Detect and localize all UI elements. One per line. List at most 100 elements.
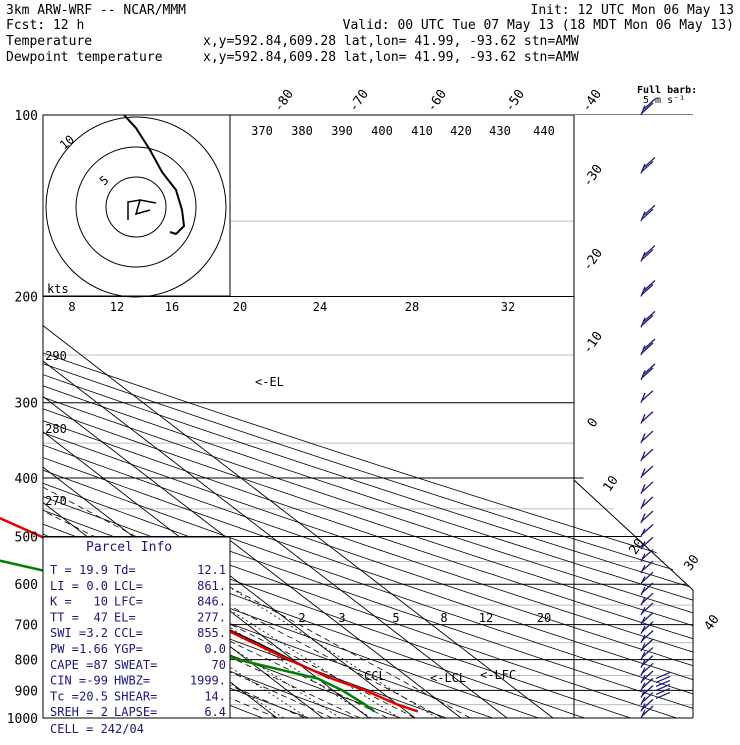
dry-adiabat <box>43 385 693 601</box>
parcel-info-box <box>42 536 231 719</box>
hodograph-axis-label: kts <box>47 282 69 296</box>
pressure-label: 400 <box>15 472 38 487</box>
barb-staff <box>640 468 646 479</box>
wind-barb <box>640 363 656 381</box>
parcel-value: 846. <box>197 595 226 609</box>
barb-flag <box>641 430 654 442</box>
isotherm-label: 10 <box>600 473 621 494</box>
wind-barb <box>640 647 654 660</box>
wind-barb <box>640 685 654 698</box>
parcel-info-title: Parcel Info <box>86 540 172 555</box>
barb-staff <box>640 528 646 537</box>
mixing-ratio-label: 2 <box>298 611 305 625</box>
pressure-label: 500 <box>15 530 38 545</box>
cell-motion: CELL = 242/04 <box>50 722 144 736</box>
parcel-value: 70 <box>212 658 226 672</box>
wind-barb <box>640 98 656 116</box>
diagram-mask <box>574 115 740 718</box>
barb-staff <box>640 163 646 174</box>
theta-e-label: 430 <box>489 124 511 138</box>
level-annotation: CCL <box>364 669 386 683</box>
barb-flag <box>641 102 654 114</box>
parcel-value: 14. <box>204 689 226 703</box>
parcel-value: 0.0 <box>86 579 108 593</box>
barb-flag <box>643 204 656 216</box>
parcel-key: CAPE = <box>50 658 93 672</box>
wind-barb <box>640 496 654 510</box>
parcel-key: Tc = <box>50 689 79 703</box>
parcel-key: K = <box>50 595 72 609</box>
parcel-value: 277. <box>197 610 226 624</box>
level-annotation: <-LFC <box>480 668 516 682</box>
barb-staff <box>640 616 646 625</box>
dry-adiabat <box>43 469 693 695</box>
parcel-value: 6.4 <box>204 705 226 719</box>
parcel-key: LCL= <box>114 579 143 593</box>
barb-flag <box>643 310 656 322</box>
wind-barb <box>640 523 654 537</box>
parcel-value: 20.5 <box>79 689 108 703</box>
wind-barb <box>655 671 671 679</box>
barb-flag <box>641 160 654 172</box>
mixing-ratio-label: 20 <box>537 611 551 625</box>
wind-barb <box>640 655 654 668</box>
barb-staff <box>640 674 646 684</box>
parcel-key: Td= <box>114 563 136 577</box>
isotherm-label: 20 <box>626 536 647 557</box>
mixing-ratio-label: 8 <box>440 611 447 625</box>
diagram-frame <box>42 114 575 719</box>
barb-flag <box>641 411 654 423</box>
dry-adiabat <box>43 567 447 718</box>
barb-flag <box>641 548 654 560</box>
diagram-grid <box>42 114 740 719</box>
barb-staff <box>640 370 646 381</box>
barb-flag <box>641 685 654 697</box>
isotherm-label: -60 <box>424 87 450 115</box>
wind-barb <box>640 582 654 596</box>
dry-adiabat <box>43 374 693 589</box>
barb-flag <box>641 670 654 682</box>
barb-staff <box>640 345 646 356</box>
theta-label: 280 <box>45 422 67 436</box>
parcel-key: EL= <box>114 610 136 624</box>
isotherm-label: -50 <box>502 87 528 115</box>
pressure-label: 700 <box>15 619 38 634</box>
isotherm-line <box>43 395 462 718</box>
dry-adiabat <box>43 408 693 627</box>
barb-staff <box>640 317 646 328</box>
parcel-value: 2 <box>101 705 108 719</box>
barb-flag <box>641 536 654 548</box>
theta-e-label: 390 <box>331 124 353 138</box>
wind-barb <box>640 204 656 222</box>
wind-barb <box>640 705 654 719</box>
wind-barb <box>655 683 671 691</box>
wind-barb <box>655 675 671 683</box>
wind-barb <box>640 692 654 705</box>
location-info-dewpoint: x,y=592.84,609.28 lat,lon= 41.99, -93.62… <box>203 50 579 65</box>
parcel-key: HWBZ= <box>114 674 150 688</box>
parcel-key: CCL= <box>114 626 143 640</box>
parcel-key: TT = <box>50 610 79 624</box>
parcel-key: LFC= <box>114 595 143 609</box>
parcel-value: 1999. <box>190 674 226 688</box>
parcel-key: SWI = <box>50 626 86 640</box>
barb-flag <box>643 156 656 168</box>
dry-adiabat <box>43 598 355 718</box>
barb-staff <box>640 105 646 116</box>
wind-barbs <box>640 98 671 719</box>
speed-scale-label: 16 <box>165 300 179 314</box>
full-barb-key: Full barb: <box>637 85 697 96</box>
barb-flag <box>641 612 654 624</box>
parcel-key: SREH = <box>50 705 93 719</box>
wind-barb <box>640 338 656 356</box>
isotherm-line <box>43 431 416 718</box>
barb-staff <box>640 413 646 424</box>
pressure-label: 100 <box>15 109 38 124</box>
dewpoint-trace <box>0 559 375 713</box>
barb-staff <box>640 586 646 596</box>
parcel-key: CIN = <box>50 674 86 688</box>
parcel-value: 10 <box>94 595 108 609</box>
theta-e-label: 370 <box>251 124 273 138</box>
